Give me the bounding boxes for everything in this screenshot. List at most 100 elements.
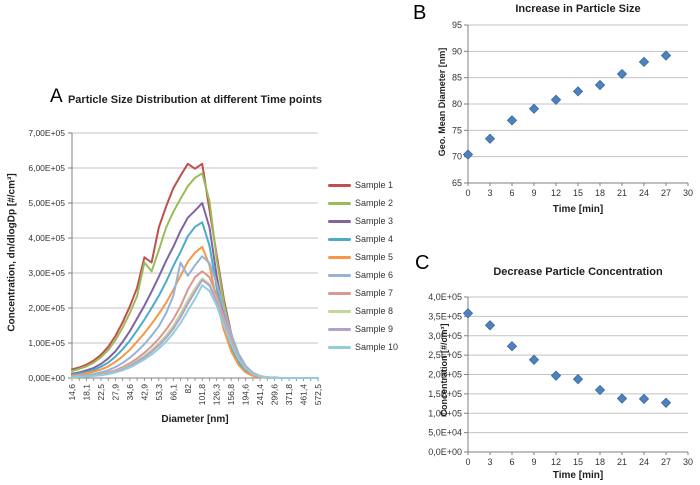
data-point-diamond bbox=[550, 94, 562, 105]
y-tick-label: 3,0E+05 bbox=[428, 331, 462, 341]
panel-b-letter: B bbox=[413, 2, 427, 24]
y-tick-label: 3,00E+05 bbox=[28, 268, 65, 278]
panel-b-y-axis-title: Geo. Mean Diameter [nm] bbox=[437, 47, 447, 157]
y-tick-label: 95 bbox=[452, 20, 462, 30]
x-tick-label: 27,9 bbox=[110, 384, 120, 401]
legend-item: Sample 8 bbox=[328, 302, 398, 320]
data-point-diamond bbox=[572, 373, 584, 385]
x-tick-label: 27 bbox=[661, 457, 671, 467]
x-tick-label: 9 bbox=[531, 188, 536, 198]
panel-a-x-axis-title: Diameter [nm] bbox=[161, 414, 229, 425]
legend-label: Sample 8 bbox=[355, 306, 394, 316]
x-tick-label: 6 bbox=[509, 457, 514, 467]
x-tick-label: 194,6 bbox=[241, 384, 251, 406]
x-tick-label: 21 bbox=[617, 457, 627, 467]
data-point-diamond bbox=[594, 384, 606, 396]
x-tick-label: 461,4 bbox=[299, 384, 309, 406]
y-tick-label: 0,0E+00 bbox=[428, 447, 462, 457]
legend-swatch bbox=[328, 237, 351, 241]
x-tick-label: 22,5 bbox=[96, 384, 106, 401]
x-tick-label: 12 bbox=[551, 188, 561, 198]
x-tick-label: 371,8 bbox=[284, 384, 294, 406]
data-point-diamond bbox=[506, 115, 518, 126]
x-tick-label: 0 bbox=[465, 457, 470, 467]
series-line-sample-1 bbox=[71, 162, 319, 379]
y-tick-label: 2,0E+05 bbox=[428, 370, 462, 380]
y-tick-label: 85 bbox=[452, 73, 462, 83]
x-tick-label: 24 bbox=[639, 188, 649, 198]
y-tick-label: 65 bbox=[452, 178, 462, 188]
data-point-diamond bbox=[528, 354, 540, 365]
y-tick-label: 70 bbox=[452, 152, 462, 162]
legend-label: Sample 2 bbox=[355, 198, 394, 208]
data-point-diamond bbox=[616, 393, 628, 404]
x-tick-label: 30 bbox=[683, 188, 693, 198]
panel-c-y-axis-title: Concentration [#/cm³] bbox=[439, 323, 449, 417]
y-tick-label: 4,00E+05 bbox=[28, 233, 65, 243]
data-point-diamond bbox=[462, 149, 474, 160]
legend-swatch bbox=[328, 345, 351, 349]
x-tick-label: 66,1 bbox=[168, 384, 178, 401]
panel-c-x-axis-title: Time [min] bbox=[552, 470, 604, 481]
x-tick-label: 126,3 bbox=[212, 384, 222, 406]
legend-label: Sample 9 bbox=[355, 324, 394, 334]
y-tick-label: 5,0E+04 bbox=[428, 428, 462, 438]
legend-item: Sample 3 bbox=[328, 212, 398, 230]
data-point-diamond bbox=[572, 86, 584, 97]
y-tick-label: 5,00E+05 bbox=[28, 198, 65, 208]
legend-label: Sample 5 bbox=[355, 252, 394, 262]
x-tick-label: 30 bbox=[683, 457, 693, 467]
panel-b-title: Increase in Particle Size bbox=[515, 3, 641, 15]
panel-a-title: Particle Size Distribution at different … bbox=[67, 94, 323, 106]
x-tick-label: 14,6 bbox=[67, 384, 77, 401]
panel-a-plot: 0,00E+00 1,00E+05 2,00E+05 3,00E+05 4,00E+05… bbox=[28, 128, 323, 406]
data-point-diamond bbox=[660, 50, 672, 61]
legend-item: Sample 6 bbox=[328, 266, 398, 284]
x-tick-label: 27 bbox=[661, 188, 671, 198]
x-tick-label: 3 bbox=[487, 457, 492, 467]
data-point-diamond bbox=[550, 370, 562, 381]
panel-c-letter: C bbox=[415, 252, 430, 274]
legend-swatch bbox=[328, 219, 351, 223]
data-point-diamond bbox=[616, 68, 628, 80]
x-tick-label: 572,5 bbox=[313, 384, 323, 406]
y-tick-label: 7,00E+05 bbox=[28, 128, 65, 138]
data-point-diamond bbox=[638, 393, 650, 405]
data-point-diamond bbox=[506, 341, 518, 352]
data-point-diamond bbox=[660, 397, 672, 408]
x-tick-label: 18 bbox=[595, 457, 605, 467]
x-tick-label: 15 bbox=[573, 188, 583, 198]
y-tick-label: 80 bbox=[452, 99, 462, 109]
y-tick-label: 75 bbox=[452, 125, 462, 135]
y-tick-label: 3,5E+05 bbox=[428, 311, 462, 321]
legend-label: Sample 10 bbox=[355, 342, 399, 352]
x-tick-label: 12 bbox=[551, 457, 561, 467]
x-tick-label: 21 bbox=[617, 188, 627, 198]
x-tick-label: 18,1 bbox=[81, 384, 91, 401]
data-point-diamond bbox=[594, 79, 606, 91]
x-tick-label: 9 bbox=[531, 457, 536, 467]
x-tick-label: 101,8 bbox=[197, 384, 207, 406]
data-point-diamond bbox=[528, 103, 540, 114]
panel-a-letter: A bbox=[50, 86, 63, 107]
series-line-sample-10 bbox=[71, 284, 319, 379]
y-tick-label: 6,00E+05 bbox=[28, 163, 65, 173]
legend-label: Sample 1 bbox=[355, 180, 394, 190]
legend-swatch bbox=[328, 291, 351, 295]
x-tick-label: 6 bbox=[509, 188, 514, 198]
legend-item: Sample 9 bbox=[328, 320, 398, 338]
y-tick-label: 4,0E+05 bbox=[428, 292, 462, 302]
data-point-diamond bbox=[462, 308, 474, 319]
x-tick-label: 18 bbox=[595, 188, 605, 198]
panel-c-plot: 0,0E+00 5,0E+04 1,0E+05 1,5E+05 2,0E+05 2,5E+… bbox=[428, 292, 693, 467]
legend-item: Sample 10 bbox=[328, 338, 398, 356]
data-point-diamond bbox=[484, 133, 496, 144]
legend-item: Sample 7 bbox=[328, 284, 398, 302]
panel-a-legend: Sample 1 Sample 2 Sample 3 Sample 4 Sample 5… bbox=[328, 176, 398, 356]
legend-label: Sample 3 bbox=[355, 216, 394, 226]
legend-swatch bbox=[328, 183, 351, 187]
legend-swatch bbox=[328, 309, 351, 313]
data-point-diamond bbox=[638, 56, 650, 68]
x-tick-label: 241,4 bbox=[255, 384, 265, 406]
